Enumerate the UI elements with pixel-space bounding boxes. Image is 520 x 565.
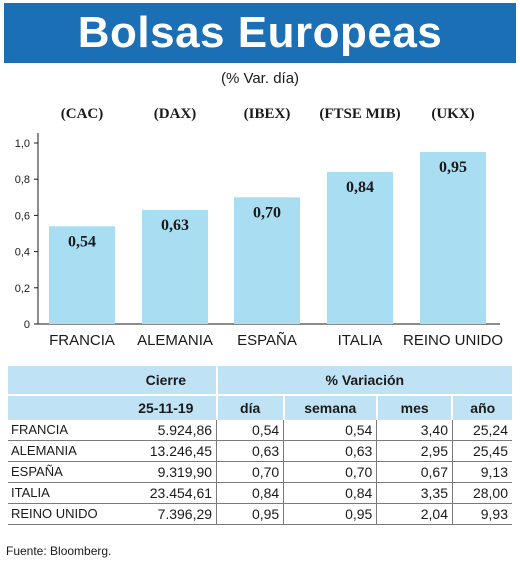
table-row: REINO UNIDO 7.396,29 0,95 0,95 2,04 9,93 <box>8 503 512 525</box>
header-blank <box>8 366 117 395</box>
table-row: FRANCIA 5.924,86 0,54 0,54 3,40 25,24 <box>8 420 512 441</box>
row-mes: 2,04 <box>376 503 453 525</box>
table-row: ITALIA 23.454,61 0,84 0,84 3,35 28,00 <box>8 482 512 504</box>
bar <box>234 197 300 324</box>
row-mes: 3,40 <box>376 420 453 441</box>
bar-value-label: 0,84 <box>346 179 374 196</box>
index-label: (UKX) <box>431 106 474 122</box>
row-mes: 0,67 <box>376 461 453 483</box>
source-note: Fuente: Bloomberg. <box>6 544 112 558</box>
row-name: REINO UNIDO <box>8 503 117 525</box>
chart-subtitle: (% Var. día) <box>220 70 300 87</box>
category-label: REINO UNIDO <box>403 332 503 349</box>
row-dia: 0,63 <box>216 440 284 462</box>
row-dia: 0,54 <box>216 420 284 441</box>
y-tick-label: 0,6 <box>15 210 30 222</box>
y-tick-label: 0 <box>24 319 30 331</box>
row-mes: 2,95 <box>376 440 453 462</box>
row-anio: 25,45 <box>451 440 512 462</box>
bar <box>327 171 393 324</box>
bar-value-label: 0,54 <box>68 233 96 250</box>
title-bar: Bolsas Europeas <box>4 3 516 63</box>
header-cierre: Cierre <box>116 366 217 395</box>
header-variacion: % Variación <box>215 366 512 395</box>
row-cierre: 23.454,61 <box>116 482 217 504</box>
bar <box>420 152 486 324</box>
row-name: FRANCIA <box>8 420 117 441</box>
header-anio: año <box>451 394 512 420</box>
row-anio: 9,13 <box>451 461 512 483</box>
row-cierre: 9.319,90 <box>116 461 217 483</box>
index-label: (IBEX) <box>244 106 291 122</box>
bar-value-label: 0,70 <box>253 204 281 221</box>
row-cierre: 13.246,45 <box>116 440 217 462</box>
header-date: 25-11-19 <box>116 394 217 420</box>
row-semana: 0,54 <box>283 420 377 441</box>
header-semana: semana <box>282 394 377 420</box>
header-mes: mes <box>375 394 453 420</box>
index-label: (DAX) <box>154 106 197 122</box>
category-label: ESPAÑA <box>237 332 297 349</box>
summary-table: Cierre % Variación 25-11-19 día semana m… <box>8 366 512 525</box>
index-label: (CAC) <box>61 106 104 122</box>
table-header-row-1: Cierre % Variación <box>8 366 512 395</box>
category-label: FRANCIA <box>49 332 115 349</box>
row-mes: 3,35 <box>376 482 453 504</box>
row-cierre: 5.924,86 <box>116 420 217 441</box>
bar-value-label: 0,63 <box>161 217 189 234</box>
row-dia: 0,70 <box>216 461 284 483</box>
row-anio: 9,93 <box>451 503 512 525</box>
row-dia: 0,95 <box>216 503 284 525</box>
row-name: ITALIA <box>8 482 117 504</box>
row-anio: 25,24 <box>451 420 512 441</box>
y-tick-label: 0,4 <box>15 247 30 259</box>
table-header-row-2: 25-11-19 día semana mes año <box>8 394 512 420</box>
row-semana: 0,63 <box>283 440 377 462</box>
bar <box>142 209 208 324</box>
y-tick-label: 0,8 <box>15 174 30 186</box>
category-label: ITALIA <box>338 332 383 349</box>
y-tick-label: 0,2 <box>15 283 30 295</box>
header-dia: día <box>215 394 284 420</box>
row-cierre: 7.396,29 <box>116 503 217 525</box>
bar-chart: 0 0,2 0,4 0,6 0,8 1,0 0,54 (CAC) FRANCIA 0,63 (DA… <box>15 106 503 349</box>
row-anio: 28,00 <box>451 482 512 504</box>
bar <box>49 226 115 324</box>
row-semana: 0,95 <box>283 503 377 525</box>
category-label: ALEMANIA <box>137 332 213 349</box>
header-blank-2 <box>8 394 117 420</box>
row-name: ESPAÑA <box>8 461 117 483</box>
row-semana: 0,70 <box>283 461 377 483</box>
row-name: ALEMANIA <box>8 440 117 462</box>
table-row: ALEMANIA 13.246,45 0,63 0,63 2,95 25,45 <box>8 440 512 462</box>
index-label: (FTSE MIB) <box>319 106 400 122</box>
bar-value-label: 0,95 <box>439 159 467 176</box>
chart-title: Bolsas Europeas <box>77 8 443 57</box>
y-tick-label: 1,0 <box>15 138 30 150</box>
table-row: ESPAÑA 9.319,90 0,70 0,70 0,67 9,13 <box>8 461 512 483</box>
row-dia: 0,84 <box>216 482 284 504</box>
row-semana: 0,84 <box>283 482 377 504</box>
